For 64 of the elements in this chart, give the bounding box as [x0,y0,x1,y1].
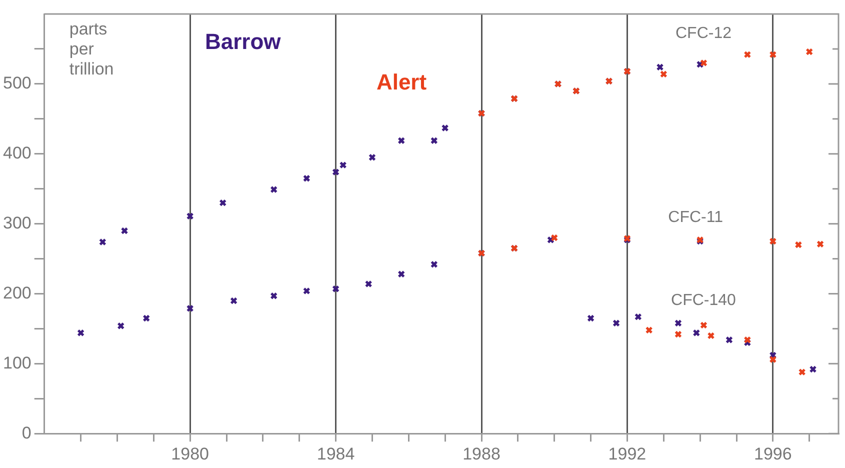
point [674,319,682,327]
point [674,330,682,338]
point [769,356,777,364]
point [186,212,194,220]
y-axis-title: parts per trillion [69,20,114,79]
point [634,313,642,321]
point [332,168,340,176]
annotation: CFC-140 [671,292,736,309]
y-tick-label: 500 [2,74,32,93]
point [550,234,558,242]
y-tick-label: 300 [2,213,32,232]
point [339,161,347,169]
point [769,50,777,58]
point [707,332,715,340]
point [645,326,653,334]
point [364,280,372,288]
point [302,174,310,182]
point [98,238,106,246]
point [117,322,125,330]
point [809,366,817,373]
x-tick-label: 1980 [171,444,209,464]
annotation: CFC-12 [675,25,732,42]
point [186,304,194,312]
point [794,241,802,249]
point [798,368,806,376]
point [142,314,150,322]
y-tick-label: 100 [2,353,32,372]
point [230,297,238,304]
point [430,136,438,144]
x-tick-label: 1996 [754,444,792,464]
point [120,227,128,235]
point [744,50,752,58]
point [692,329,700,337]
text: Alert [376,69,428,94]
point [660,70,668,78]
point [769,238,777,246]
y-tick-label: 0 [22,423,32,442]
point [612,319,620,327]
point [725,336,733,344]
point [806,48,814,56]
y-tick-label: 400 [2,144,32,163]
annotation: CFC-11 [668,208,724,226]
point [270,186,278,194]
point [302,287,310,295]
point [816,240,824,248]
point [700,321,708,329]
point [587,314,595,322]
point [441,124,449,132]
point [368,154,376,162]
point [744,336,752,344]
x-tick-label: 1992 [608,444,646,464]
y-tick-label: 200 [2,283,32,302]
text: Barrow [204,28,282,54]
point [656,63,664,71]
x-tick-label: 1984 [316,444,355,464]
point [332,285,340,293]
point [398,136,406,144]
point [398,270,406,278]
point [77,329,85,337]
point [270,292,278,300]
point [219,199,227,207]
x-tick-label: 1988 [462,444,500,464]
point [430,260,438,268]
point [700,59,708,67]
